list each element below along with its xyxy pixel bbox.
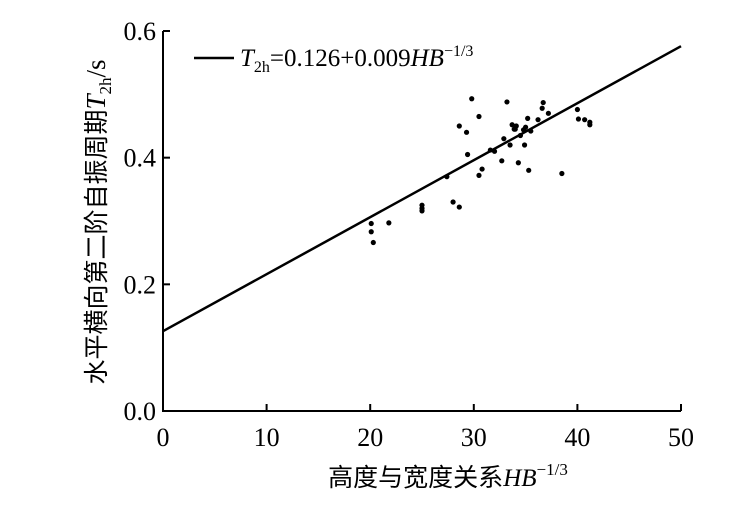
data-point [368, 220, 374, 227]
data-point [476, 113, 482, 120]
data-point [509, 122, 515, 128]
plot-area [162, 45, 682, 333]
y-axis-title-text: 水平横向第二阶自振周期 [82, 110, 111, 385]
legend-label-sup: −1/3 [444, 43, 473, 60]
data-point [539, 105, 545, 111]
data-point [526, 167, 532, 173]
data-point [504, 99, 510, 105]
data-point [370, 239, 376, 246]
y-axis-title-unit: /s [81, 59, 111, 77]
data-point [476, 172, 482, 178]
data-point [517, 132, 524, 139]
legend: T2h=0.126+0.009HB−1/3 [194, 43, 473, 76]
y-tick-label: 0.2 [124, 270, 157, 299]
y-axis: 0.0 0.2 0.4 0.6 [124, 17, 170, 426]
data-point [575, 116, 582, 122]
data-point [515, 160, 521, 166]
y-axis-title-var: T [81, 93, 111, 110]
x-tick-label: 40 [564, 423, 590, 452]
data-point [368, 229, 374, 235]
data-point [521, 142, 528, 148]
data-point [479, 166, 485, 172]
x-axis: 0 10 20 30 40 50 [157, 404, 694, 452]
data-point [499, 158, 505, 164]
data-point [540, 99, 546, 106]
x-axis-title-sup: −1/3 [537, 460, 568, 479]
data-point [582, 117, 588, 123]
data-point [419, 208, 425, 214]
data-point [574, 106, 581, 113]
x-tick-label: 20 [357, 423, 383, 452]
data-point [456, 123, 462, 129]
data-point [545, 110, 551, 116]
legend-label: T2h=0.126+0.009HB−1/3 [240, 43, 473, 76]
data-point [523, 124, 529, 130]
x-tick-label: 50 [668, 423, 694, 452]
data-point [487, 147, 493, 153]
legend-label-var: T [240, 45, 256, 72]
x-axis-title: 高度与宽度关系HB−1/3 [328, 460, 568, 492]
data-point [456, 204, 462, 210]
x-tick-label: 0 [157, 423, 170, 452]
data-point [491, 148, 498, 154]
data-point [450, 199, 456, 205]
x-axis-title-text: 高度与宽度关系 [328, 463, 503, 492]
y-axis-title-sub: 2h [96, 77, 115, 95]
data-point [535, 117, 541, 123]
y-axis-title: 水平横向第二阶自振周期T2h/s [81, 59, 115, 384]
data-point [501, 136, 507, 142]
data-point [386, 220, 392, 226]
data-point [444, 174, 450, 180]
data-point [464, 151, 471, 158]
legend-label-rest: =0.126+0.009 [270, 45, 411, 72]
legend-label-var2: HB [410, 45, 444, 72]
data-point [513, 123, 519, 129]
data-point [559, 170, 565, 177]
data-point [507, 142, 513, 148]
x-axis-title-var: HB [502, 465, 536, 492]
data-point [587, 122, 593, 128]
fit-line [162, 45, 682, 333]
data-point [463, 129, 470, 135]
x-tick-label: 30 [461, 423, 487, 452]
data-point [469, 96, 475, 102]
legend-label-sub: 2h [254, 59, 270, 76]
y-tick-label: 0.6 [124, 17, 157, 46]
y-tick-label: 0.4 [124, 144, 157, 173]
x-tick-label: 10 [254, 423, 280, 452]
data-point [525, 115, 531, 121]
data-point [528, 128, 534, 134]
y-tick-label: 0.0 [124, 397, 157, 426]
